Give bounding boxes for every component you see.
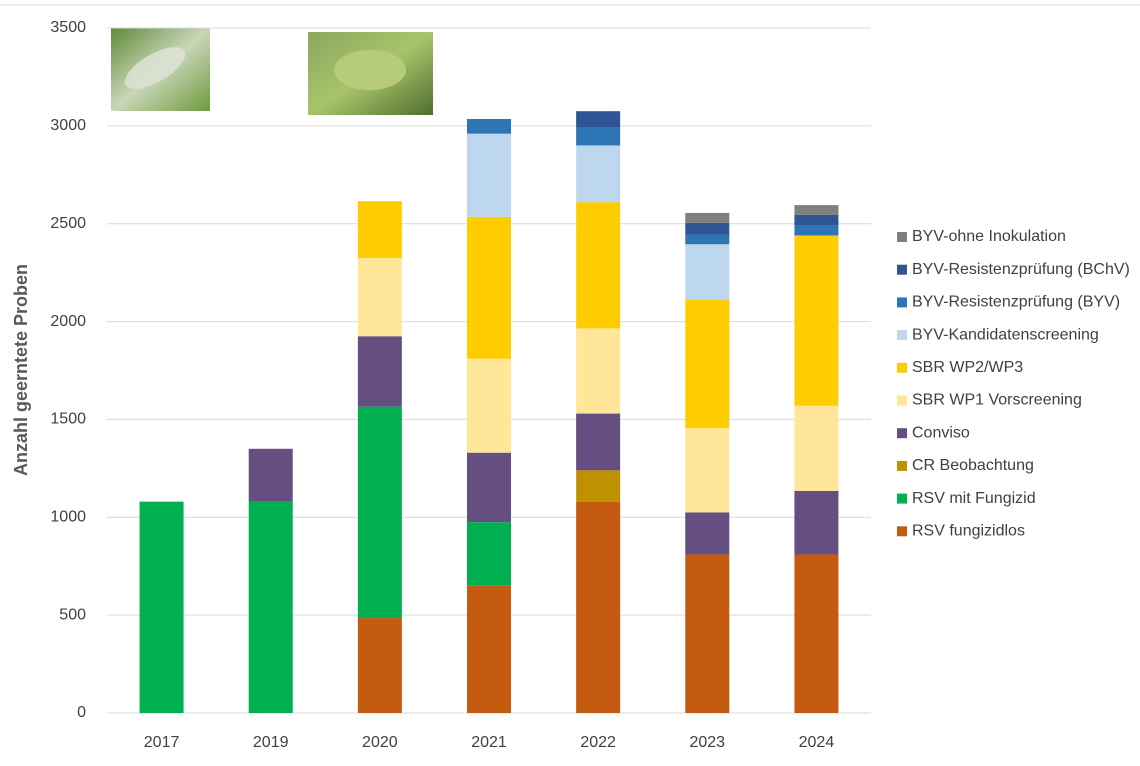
- bar-segment: [685, 244, 730, 301]
- bar-segment: [357, 257, 402, 337]
- x-tick-label: 2017: [144, 734, 180, 751]
- legend-label: CR Beobachtung: [912, 457, 1034, 474]
- bar-segment: [357, 406, 402, 619]
- bar-segment: [139, 501, 184, 713]
- bar-segment: [794, 235, 839, 406]
- bar-segment: [576, 328, 621, 414]
- legend-swatch: [897, 395, 907, 406]
- y-tick-label: 3000: [50, 117, 86, 134]
- bar-segment: [685, 428, 730, 513]
- bar-segment: [576, 127, 621, 146]
- legend-swatch: [897, 460, 907, 471]
- bar-segment: [576, 413, 621, 471]
- bar-segment: [357, 618, 402, 713]
- bar-segment: [467, 585, 511, 713]
- bar-segment: [576, 111, 621, 128]
- bar-segment: [685, 222, 730, 235]
- bar-segment: [467, 119, 511, 134]
- bar-segment: [576, 501, 621, 713]
- insect-shape: [334, 50, 406, 90]
- x-tick-label: 2020: [362, 734, 398, 751]
- bar-segment: [794, 490, 839, 555]
- y-axis-label: Anzahl geerntete Proben: [11, 264, 31, 476]
- bar-segment: [576, 145, 621, 203]
- legend-label: BYV-Resistenzprüfung (BChV): [912, 261, 1130, 278]
- bar-segment: [357, 201, 402, 258]
- legend-swatch: [897, 330, 907, 341]
- legend-label: BYV-Kandidatenscreening: [912, 326, 1099, 343]
- bar-segment: [248, 448, 293, 502]
- x-tick-label: 2021: [471, 734, 507, 751]
- bar-segment: [576, 202, 621, 329]
- bar-segment: [467, 522, 511, 586]
- x-tick-label: 2019: [253, 734, 289, 751]
- bar-segment: [685, 234, 730, 245]
- legend-swatch: [897, 362, 907, 373]
- bar-segment: [467, 358, 511, 453]
- bar-segment: [794, 214, 839, 226]
- legend-label: SBR WP2/WP3: [912, 359, 1023, 376]
- bar-segment: [685, 212, 730, 223]
- bar-segment: [794, 205, 839, 215]
- bar-segment: [794, 405, 839, 491]
- y-tick-label: 1500: [50, 411, 86, 428]
- y-tick-label: 3500: [50, 19, 86, 36]
- legend-swatch: [897, 297, 907, 308]
- bar-segment: [794, 225, 839, 236]
- bar-segment: [685, 512, 730, 555]
- bar-segment: [248, 501, 293, 713]
- y-tick-label: 0: [77, 704, 86, 721]
- legend-swatch: [897, 264, 907, 275]
- bar-segment: [685, 554, 730, 713]
- x-tick-label: 2023: [689, 734, 725, 751]
- bar-segment: [467, 452, 511, 523]
- bar-segment: [794, 554, 839, 713]
- legend-label: BYV-Resistenzprüfung (BYV): [912, 294, 1120, 311]
- y-tick-label: 500: [59, 606, 86, 623]
- insect-shape: [124, 47, 186, 89]
- legend-label: RSV fungizidlos: [912, 523, 1025, 540]
- legend-swatch: [897, 428, 907, 439]
- legend-label: RSV mit Fungizid: [912, 490, 1036, 507]
- x-tick-label: 2022: [580, 734, 616, 751]
- legend-swatch: [897, 526, 907, 537]
- legend-label: BYV-ohne Inokulation: [912, 228, 1066, 245]
- x-tick-label: 2024: [799, 734, 835, 751]
- bar-segment: [576, 470, 621, 502]
- bar-segment: [357, 336, 402, 407]
- bar-segment: [467, 133, 511, 217]
- bar-segment: [467, 216, 511, 359]
- y-tick-label: 1000: [50, 509, 86, 526]
- legend-swatch: [897, 232, 907, 242]
- bar-segment: [685, 300, 730, 429]
- legend-swatch: [897, 493, 907, 504]
- legend-label: SBR WP1 Vorscreening: [912, 392, 1082, 409]
- legend-label: Conviso: [912, 424, 970, 441]
- y-tick-label: 2500: [50, 215, 86, 232]
- y-tick-label: 2000: [50, 313, 86, 330]
